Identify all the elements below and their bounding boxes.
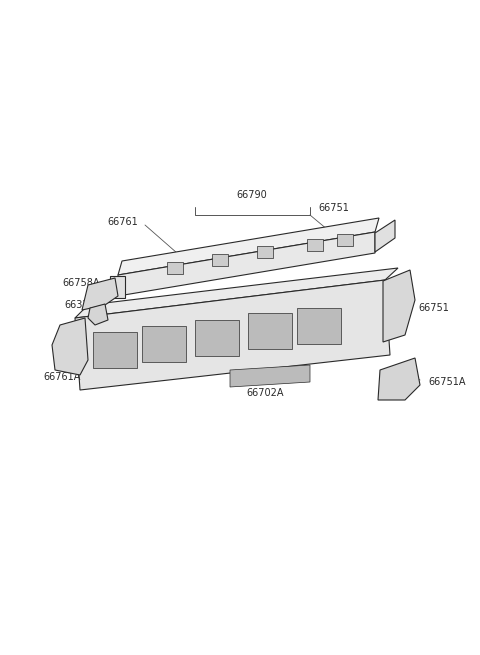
Polygon shape bbox=[52, 318, 88, 375]
Polygon shape bbox=[118, 232, 375, 296]
Polygon shape bbox=[167, 262, 183, 274]
Polygon shape bbox=[378, 358, 420, 400]
Text: 66751: 66751 bbox=[318, 203, 349, 213]
Polygon shape bbox=[110, 276, 125, 298]
Polygon shape bbox=[142, 326, 186, 362]
Text: 66751: 66751 bbox=[418, 303, 449, 313]
Polygon shape bbox=[257, 246, 273, 258]
Text: 66761: 66761 bbox=[107, 217, 138, 227]
Polygon shape bbox=[375, 220, 395, 252]
Text: 66702A: 66702A bbox=[246, 388, 284, 398]
Polygon shape bbox=[195, 320, 239, 356]
Polygon shape bbox=[75, 280, 390, 390]
Polygon shape bbox=[307, 239, 323, 251]
Text: 66758A: 66758A bbox=[62, 278, 100, 288]
Polygon shape bbox=[82, 278, 118, 310]
Polygon shape bbox=[337, 234, 353, 246]
Text: 66327: 66327 bbox=[64, 300, 95, 310]
Text: 66790: 66790 bbox=[237, 190, 267, 200]
Text: 66761A: 66761A bbox=[43, 372, 81, 382]
Polygon shape bbox=[248, 313, 292, 349]
Polygon shape bbox=[118, 218, 379, 275]
Polygon shape bbox=[93, 331, 137, 367]
Polygon shape bbox=[297, 308, 341, 343]
Polygon shape bbox=[88, 304, 108, 325]
Polygon shape bbox=[230, 365, 310, 387]
Polygon shape bbox=[383, 270, 415, 342]
Polygon shape bbox=[212, 254, 228, 266]
Text: 66751A: 66751A bbox=[428, 377, 466, 387]
Polygon shape bbox=[75, 268, 398, 318]
